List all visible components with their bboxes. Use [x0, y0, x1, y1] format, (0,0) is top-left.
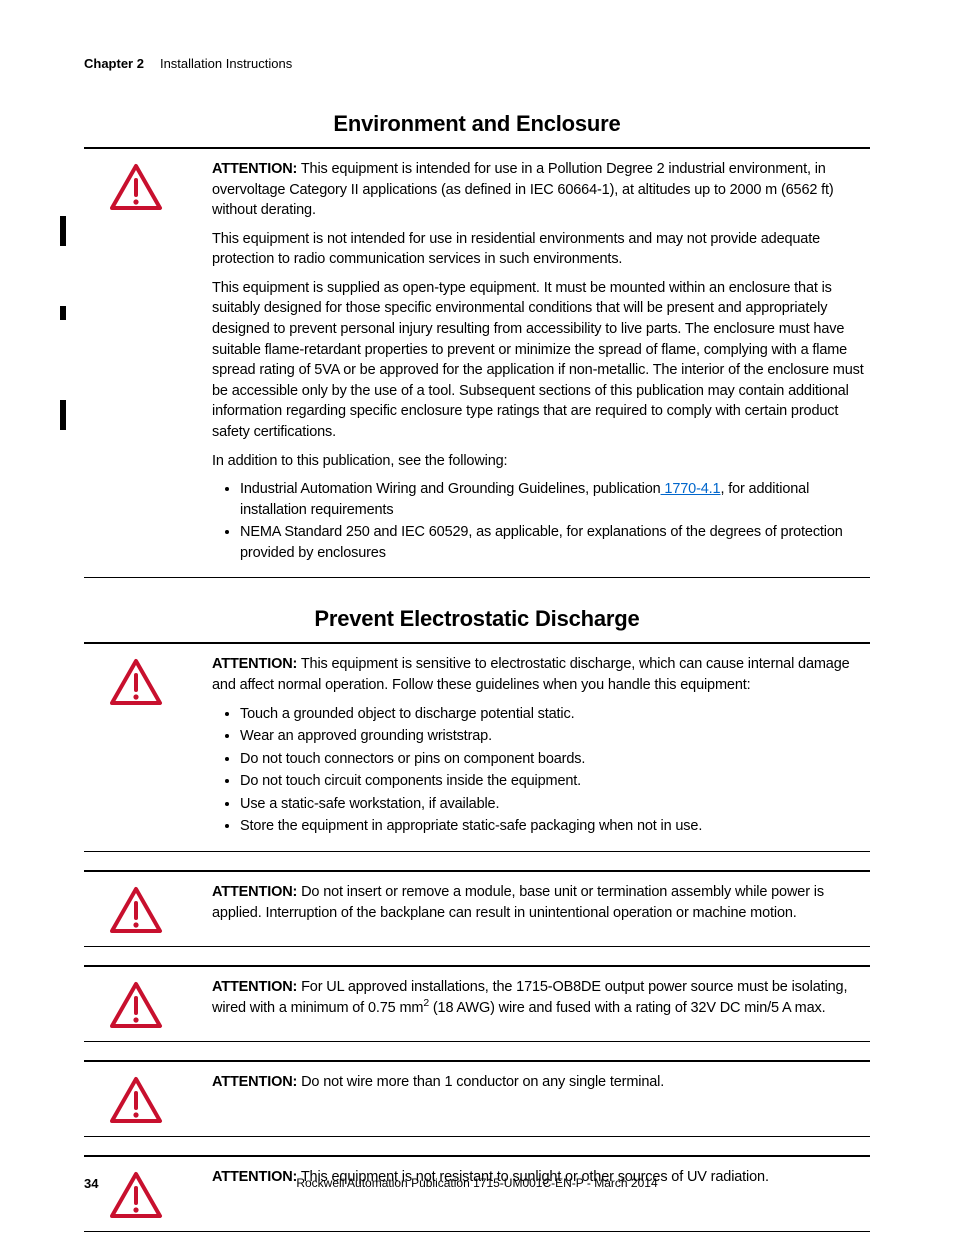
attention-icon [84, 654, 188, 839]
attention-icon [84, 1072, 188, 1124]
rule [84, 147, 870, 149]
attention-block-conductor: ATTENTION: Do not wire more than 1 condu… [84, 1068, 870, 1130]
attention-label: ATTENTION: [212, 884, 297, 900]
rule [84, 1155, 870, 1157]
attention-block-hotswap: ATTENTION: Do not insert or remove a mod… [84, 878, 870, 940]
attention-body: ATTENTION: For UL approved installations… [212, 977, 870, 1029]
attention-block-uv: ATTENTION: This equipment is not resista… [84, 1163, 870, 1225]
list-item: Do not touch circuit components inside t… [240, 771, 870, 792]
attention-label: ATTENTION: [212, 979, 297, 995]
attention-body: ATTENTION: This equipment is intended fo… [212, 159, 870, 565]
attention-block-esd: ATTENTION: This equipment is sensitive t… [84, 650, 870, 845]
publication-id: Rockwell Automation Publication 1715-UM0… [84, 1176, 870, 1190]
list-item: Industrial Automation Wiring and Groundi… [240, 479, 870, 520]
attention-label: ATTENTION: [212, 656, 297, 672]
chapter-label: Chapter 2 [84, 56, 144, 71]
attention-icon [84, 882, 188, 934]
rule [84, 1136, 870, 1137]
rule [84, 965, 870, 967]
rule [84, 851, 870, 852]
attention-body: ATTENTION: This equipment is not resista… [212, 1167, 870, 1219]
list-item: NEMA Standard 250 and IEC 60529, as appl… [240, 522, 870, 563]
rule [84, 642, 870, 644]
paragraph: In addition to this publication, see the… [212, 451, 870, 472]
list-item: Wear an approved grounding wriststrap. [240, 726, 870, 747]
publication-link[interactable]: 1770-4.1 [661, 481, 721, 497]
bullet-list: Industrial Automation Wiring and Groundi… [212, 479, 870, 563]
rule [84, 1231, 870, 1232]
rule [84, 1041, 870, 1042]
bullet-list: Touch a grounded object to discharge pot… [212, 704, 870, 837]
change-bar [60, 216, 66, 246]
attention-text: This equipment is intended for use in a … [212, 161, 834, 218]
rule [84, 946, 870, 947]
list-item: Store the equipment in appropriate stati… [240, 816, 870, 837]
section-heading-environment: Environment and Enclosure [84, 111, 870, 137]
attention-body: ATTENTION: Do not wire more than 1 condu… [212, 1072, 870, 1124]
change-bar [60, 400, 66, 430]
page-footer: 34 Rockwell Automation Publication 1715-… [84, 1176, 870, 1191]
attention-text: (18 AWG) wire and fused with a rating of… [429, 1000, 826, 1016]
attention-body: ATTENTION: Do not insert or remove a mod… [212, 882, 870, 934]
paragraph: This equipment is not intended for use i… [212, 229, 870, 270]
rule [84, 577, 870, 578]
attention-text: This equipment is sensitive to electrost… [212, 656, 850, 693]
attention-text: Do not insert or remove a module, base u… [212, 884, 824, 921]
list-item: Use a static-safe workstation, if availa… [240, 794, 870, 815]
attention-icon [84, 1167, 188, 1219]
list-item: Touch a grounded object to discharge pot… [240, 704, 870, 725]
change-bar [60, 306, 66, 320]
list-item: Do not touch connectors or pins on compo… [240, 749, 870, 770]
running-header: Chapter 2 Installation Instructions [84, 56, 870, 71]
document-page: Chapter 2 Installation Instructions Envi… [0, 0, 954, 1235]
section-heading-esd: Prevent Electrostatic Discharge [84, 606, 870, 632]
attention-icon [84, 977, 188, 1029]
attention-label: ATTENTION: [212, 161, 297, 177]
rule [84, 1060, 870, 1062]
attention-icon [84, 159, 188, 565]
attention-body: ATTENTION: This equipment is sensitive t… [212, 654, 870, 839]
attention-text: Do not wire more than 1 conductor on any… [297, 1074, 664, 1090]
attention-block-ul: ATTENTION: For UL approved installations… [84, 973, 870, 1035]
attention-label: ATTENTION: [212, 1074, 297, 1090]
paragraph: This equipment is supplied as open-type … [212, 278, 870, 443]
attention-block-environment: ATTENTION: This equipment is intended fo… [84, 155, 870, 571]
rule [84, 870, 870, 872]
chapter-title: Installation Instructions [160, 56, 292, 71]
